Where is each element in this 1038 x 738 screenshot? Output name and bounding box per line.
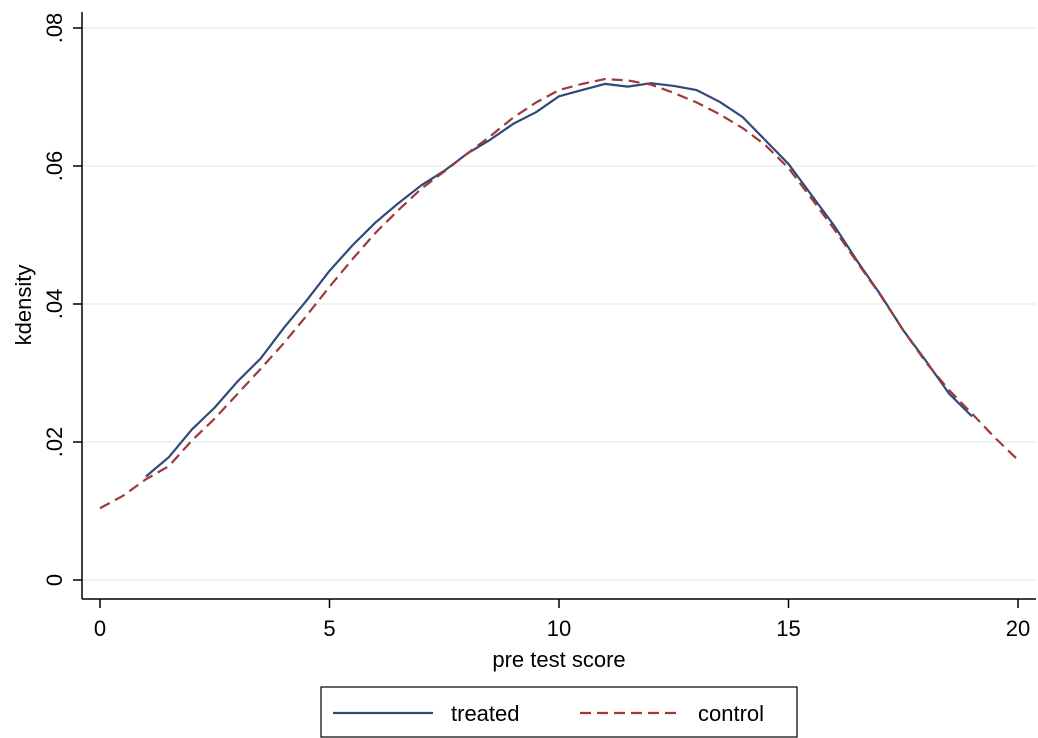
x-tick-label: 15 — [776, 616, 800, 641]
series-line-control — [99, 77, 1019, 510]
y-tick-label: .04 — [42, 289, 67, 320]
series-lines — [99, 77, 1019, 510]
y-axis-title: kdensity — [11, 265, 36, 346]
y-tick-label: .08 — [42, 13, 67, 44]
x-tick-label: 5 — [323, 616, 335, 641]
y-tick-label: .06 — [42, 151, 67, 182]
x-tick-label: 10 — [547, 616, 571, 641]
y-tick-label: 0 — [42, 574, 67, 586]
series-line-treated — [145, 82, 973, 478]
legend: treated control — [320, 686, 798, 738]
legend-label-control: control — [698, 701, 764, 726]
x-axis-title: pre test score — [492, 647, 625, 672]
x-tick-label: 20 — [1006, 616, 1030, 641]
legend-label-treated: treated — [451, 701, 520, 726]
gridlines — [83, 27, 1036, 581]
x-tick-label: 0 — [94, 616, 106, 641]
ticks: 0 .02 .04 .06 .08 0 5 10 15 20 — [42, 13, 1030, 641]
y-tick-label: .02 — [42, 427, 67, 458]
